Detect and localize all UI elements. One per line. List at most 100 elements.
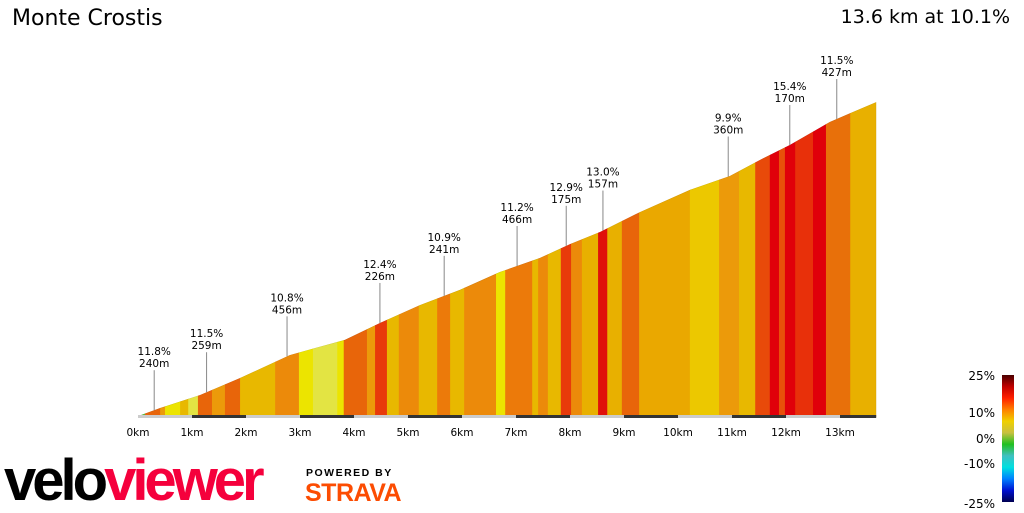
annotation-grade: 11.2% (500, 202, 533, 214)
x-tick-label: 13km (825, 427, 855, 439)
annotation-grade: 10.9% (428, 232, 461, 244)
annotation-grade: 11.8% (138, 346, 171, 358)
gradient-band (437, 102, 451, 417)
annotation-grade: 15.4% (773, 81, 806, 93)
gradient-band (532, 102, 539, 417)
gradient-band (784, 102, 796, 417)
gradient-band (337, 102, 345, 417)
climb-summary: 13.6 km at 10.1% (840, 6, 1010, 28)
strava-logo: STRAVA (305, 479, 402, 507)
gradient-band (755, 102, 771, 417)
gradient-band (813, 102, 827, 417)
km-marker-bar (300, 415, 354, 418)
annotation-length: 241m (429, 244, 459, 256)
x-tick-label: 6km (451, 427, 474, 439)
gradient-band (607, 102, 623, 417)
gradient-band (769, 102, 780, 417)
x-tick-label: 10km (663, 427, 693, 439)
gradient-band (571, 102, 583, 417)
gradient-band (719, 102, 740, 417)
gradient-band (366, 102, 376, 417)
gradient-band (538, 102, 549, 417)
gradient-band (197, 102, 213, 417)
annotation-grade: 12.9% (550, 182, 583, 194)
x-tick-label: 0km (127, 427, 150, 439)
gradient-band (850, 102, 877, 417)
annotation-grade: 11.5% (820, 55, 853, 67)
gradient-band (496, 102, 506, 417)
x-tick-label: 11km (717, 427, 747, 439)
km-marker-bar (516, 415, 570, 418)
gradient-band (450, 102, 465, 417)
gradient-band (240, 102, 276, 417)
gradient-band (386, 102, 400, 417)
km-marker-bar (570, 415, 624, 418)
annotation-length: 175m (551, 194, 581, 206)
gradient-band (343, 102, 368, 417)
km-marker-bar (462, 415, 516, 418)
km-marker-bar (138, 415, 192, 418)
annotation-length: 157m (588, 179, 618, 191)
legend-label: 10% (968, 406, 995, 420)
annotation-length: 466m (502, 214, 532, 226)
annotation-length: 360m (713, 125, 743, 137)
gradient-band (224, 102, 241, 417)
gradient-band (778, 102, 786, 417)
km-marker-bar (354, 415, 408, 418)
km-marker-bar (786, 415, 840, 418)
km-marker-bar (840, 415, 877, 418)
annotation-length: 456m (272, 304, 302, 316)
annotation-grade: 10.8% (270, 292, 303, 304)
gradient-band (180, 102, 189, 417)
x-tick-label: 9km (613, 427, 636, 439)
annotation-grade: 12.4% (363, 259, 396, 271)
gradient-band (689, 102, 720, 417)
x-tick-label: 5km (397, 427, 420, 439)
x-tick-label: 12km (771, 427, 801, 439)
gradient-band (418, 102, 438, 417)
km-marker-bar (246, 415, 300, 418)
legend-label: -25% (964, 497, 995, 511)
gradient-band (375, 102, 388, 417)
annotation-grade: 13.0% (586, 167, 619, 179)
annotation-grade: 11.5% (190, 328, 223, 340)
page-title: Monte Crostis (12, 6, 163, 31)
legend-label: 0% (976, 432, 995, 446)
gradient-band (464, 102, 497, 417)
powered-by-label: POWERED BY (306, 467, 393, 479)
gradient-band (795, 102, 814, 417)
annotation-grade: 9.9% (715, 113, 742, 125)
km-marker-bar (624, 415, 678, 418)
gradient-band (739, 102, 756, 417)
gradient-band (211, 102, 226, 417)
annotation-length: 259m (191, 340, 221, 352)
gradient-band (298, 102, 314, 417)
x-tick-label: 2km (235, 427, 258, 439)
gradient-band (505, 102, 533, 417)
km-marker-bar (408, 415, 462, 418)
gradient-band (639, 102, 691, 417)
veloviewer-logo: veloviewer (4, 448, 265, 513)
gradient-band (598, 102, 608, 417)
x-tick-label: 4km (343, 427, 366, 439)
gradient-band (560, 102, 572, 417)
annotation-length: 240m (139, 358, 169, 370)
gradient-band (825, 102, 851, 417)
gradient-band (398, 102, 420, 417)
gradient-band (188, 102, 199, 417)
x-tick-label: 3km (289, 427, 312, 439)
annotation-length: 170m (775, 93, 805, 105)
km-marker-bar (678, 415, 732, 418)
annotation-length: 427m (822, 67, 852, 79)
gradient-band (312, 102, 338, 417)
x-tick-label: 7km (505, 427, 528, 439)
annotation-length: 226m (365, 271, 395, 283)
legend-label: 25% (968, 369, 995, 383)
x-tick-label: 1km (181, 427, 204, 439)
gradient-band (581, 102, 599, 417)
legend-label: -10% (964, 457, 995, 471)
km-marker-bar (732, 415, 786, 418)
km-marker-bar (192, 415, 246, 418)
gradient-band (547, 102, 562, 417)
